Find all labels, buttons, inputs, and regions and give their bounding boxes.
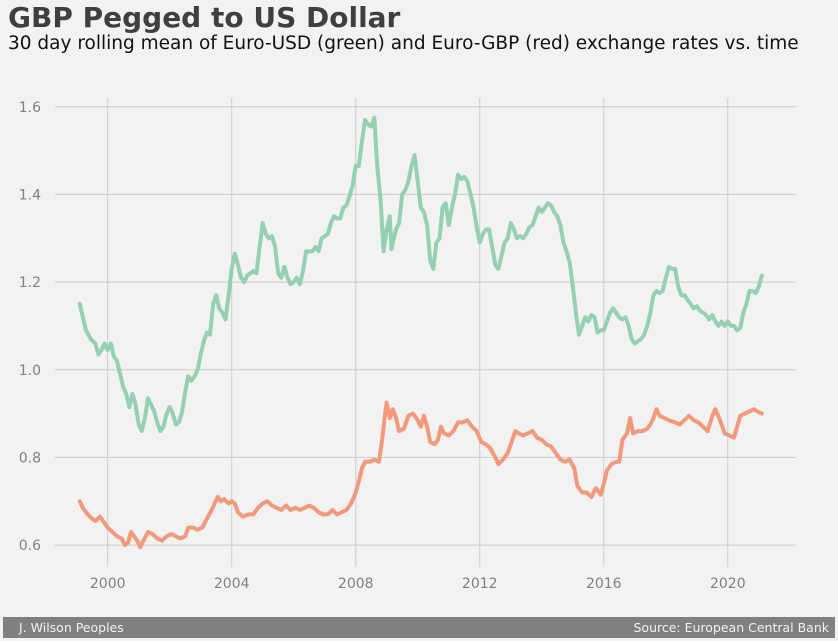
y-tick-label: 1.4	[19, 187, 41, 203]
line-chart: 2000 2004 2008 2012 2016 2020 0.6 0.8 1.0 1.2 1.4 1…	[19, 98, 796, 592]
y-tick-label: 1.6	[19, 100, 41, 116]
x-tick-label: 2012	[462, 576, 498, 592]
x-tick-label: 2016	[586, 576, 622, 592]
x-tick-label: 2000	[90, 576, 126, 592]
grid	[55, 98, 796, 567]
chart-title: GBP Pegged to US Dollar	[8, 1, 401, 34]
tick-labels: 2000 2004 2008 2012 2016 2020 0.6 0.8 1.0 1.2 1.4 1…	[19, 100, 746, 592]
y-tick-label: 1.2	[19, 275, 41, 291]
chart-subtitle: 30 day rolling mean of Euro-USD (green) …	[8, 33, 799, 54]
y-tick-label: 0.8	[19, 450, 41, 466]
y-tick-label: 1.0	[19, 363, 41, 379]
footer-band: J. Wilson Peoples Source: European Centr…	[3, 617, 835, 638]
data-source: Source: European Central Bank	[633, 620, 829, 635]
y-tick-label: 0.6	[19, 538, 41, 554]
series-line-gbp	[77, 400, 764, 550]
x-tick-label: 2004	[214, 576, 250, 592]
series-line-usd	[77, 115, 764, 434]
series-lines	[77, 115, 764, 550]
author-credit: J. Wilson Peoples	[19, 620, 124, 635]
x-tick-label: 2020	[710, 576, 746, 592]
x-tick-label: 2008	[338, 576, 374, 592]
